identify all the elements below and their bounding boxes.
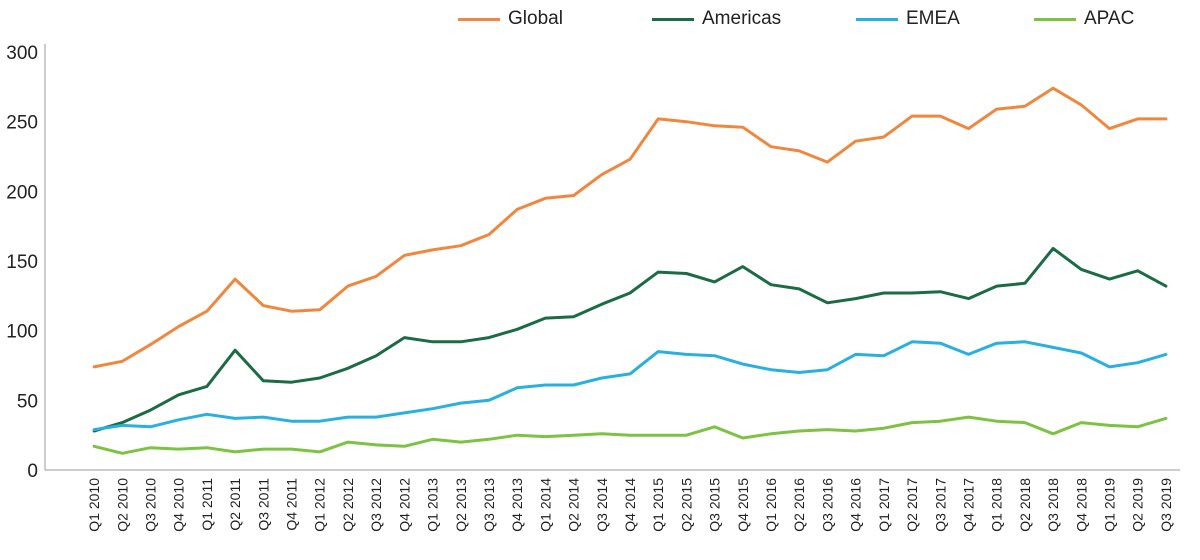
- x-tick-label: Q1 2017: [876, 478, 892, 532]
- series-line-americas: [92, 247, 1168, 433]
- x-tick-label: Q1 2015: [650, 478, 666, 532]
- series-line-apac: [92, 415, 1168, 455]
- x-tick-label: Q4 2011: [284, 478, 300, 531]
- legend-swatch-emea: [856, 17, 898, 21]
- x-tick-label: Q1 2018: [989, 478, 1005, 532]
- x-tick-label: Q4 2016: [848, 478, 864, 532]
- x-tick-label: Q3 2010: [143, 478, 159, 532]
- y-tick-label: 150: [6, 252, 38, 273]
- y-tick-label: 50: [17, 391, 38, 412]
- x-tick-label: Q2 2019: [1130, 478, 1146, 532]
- legend-swatch-global: [458, 17, 500, 21]
- x-tick-label: Q4 2010: [171, 478, 187, 532]
- x-tick-label: Q2 2013: [453, 478, 469, 532]
- x-tick-label: Q3 2014: [594, 478, 610, 532]
- x-tick-label: Q1 2019: [1101, 478, 1117, 532]
- x-tick-label: Q1 2014: [537, 478, 553, 532]
- x-tick-label: Q2 2016: [791, 478, 807, 532]
- legend-swatch-americas: [652, 17, 694, 21]
- legend-item-emea: EMEA: [856, 8, 960, 30]
- y-tick-label: 250: [6, 113, 38, 134]
- x-tick-label: Q1 2010: [86, 478, 102, 532]
- x-tick-label: Q4 2012: [396, 478, 412, 532]
- legend-label-global: Global: [508, 8, 563, 29]
- y-tick-label: 100: [6, 322, 38, 343]
- x-tick-label: Q4 2017: [960, 478, 976, 532]
- x-tick-label: Q2 2010: [114, 478, 130, 532]
- x-tick-label: Q3 2011: [255, 478, 271, 531]
- x-tick-label: Q4 2013: [509, 478, 525, 532]
- x-tick-label: Q1 2012: [312, 478, 328, 532]
- x-tick-label: Q1 2011: [199, 478, 215, 531]
- x-tick-label: Q4 2018: [1073, 478, 1089, 532]
- x-tick-label: Q2 2017: [904, 478, 920, 532]
- x-tick-label: Q2 2012: [340, 478, 356, 532]
- x-tick-label: Q2 2014: [566, 478, 582, 532]
- legend: Global Americas EMEA APAC: [0, 8, 1200, 38]
- x-tick-label: Q2 2018: [1017, 478, 1033, 532]
- x-tick-label: Q3 2012: [368, 478, 384, 532]
- x-tick-label: Q2 2015: [678, 478, 694, 532]
- y-tick-label: 200: [6, 182, 38, 203]
- x-tick-label: Q3 2016: [819, 478, 835, 532]
- legend-label-apac: APAC: [1084, 8, 1135, 29]
- x-tick-label: Q4 2014: [622, 478, 638, 532]
- x-tick-label: Q1 2013: [425, 478, 441, 532]
- y-tick-label: 0: [27, 461, 38, 482]
- x-tick-label: Q3 2013: [481, 478, 497, 532]
- legend-item-global: Global: [458, 8, 563, 30]
- legend-item-americas: Americas: [652, 8, 781, 30]
- series-line-global: [92, 86, 1168, 369]
- x-tick-label: Q3 2015: [707, 478, 723, 532]
- y-tick-label: 300: [6, 43, 38, 64]
- x-tick-label: Q3 2019: [1158, 478, 1174, 532]
- x-tick-label: Q1 2016: [763, 478, 779, 532]
- legend-label-emea: EMEA: [906, 8, 960, 29]
- x-tick-label: Q4 2015: [735, 478, 751, 532]
- legend-label-americas: Americas: [702, 8, 782, 29]
- x-tick-label: Q2 2011: [227, 478, 243, 531]
- x-tick-label: Q3 2017: [932, 478, 948, 532]
- legend-item-apac: APAC: [1034, 8, 1134, 30]
- series-line-emea: [92, 340, 1168, 432]
- legend-swatch-apac: [1034, 17, 1076, 21]
- x-tick-label: Q3 2018: [1045, 478, 1061, 532]
